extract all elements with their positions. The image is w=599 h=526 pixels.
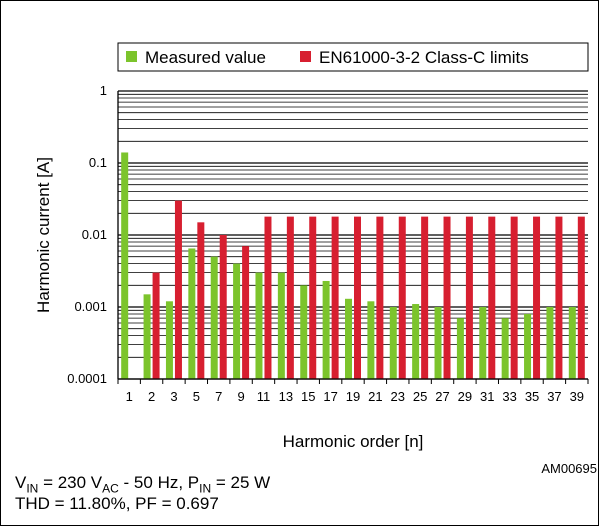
x-tick-label: 25: [413, 389, 427, 404]
legend-label-limits: EN61000-3-2 Class-C limits: [319, 48, 529, 67]
x-tick-label: 11: [257, 389, 271, 404]
bar-limit: [577, 216, 585, 379]
x-tick-label: 39: [570, 389, 584, 404]
bar-measured: [568, 307, 576, 379]
x-tick-label: 37: [547, 389, 561, 404]
legend-swatch-limits: [300, 51, 311, 62]
bar-measured: [524, 313, 532, 379]
bar-limit: [264, 216, 272, 379]
v-subscript: IN: [26, 481, 39, 496]
v-symbol: V: [15, 473, 27, 492]
bar-limit: [309, 216, 317, 379]
bar-measured: [345, 298, 352, 379]
y-tick-label: 0.1: [89, 155, 107, 170]
x-tick-label: 21: [368, 389, 382, 404]
bar-measured: [412, 304, 420, 379]
bar-limit: [533, 216, 541, 379]
x-tick-label: 5: [193, 389, 200, 404]
bar-measured: [121, 152, 129, 379]
bar-measured: [456, 318, 464, 379]
bar-measured: [277, 272, 285, 379]
x-tick-label: 3: [170, 389, 177, 404]
p-value: = 25 W: [211, 473, 271, 492]
bar-measured: [367, 301, 375, 379]
y-tick-label: 0.0001: [67, 371, 107, 386]
legend-label-measured: Measured value: [145, 48, 266, 67]
conditions-line-2: THD = 11.80%, PF = 0.697: [15, 494, 219, 513]
x-tick-label: 2: [148, 389, 155, 404]
bar-measured: [143, 294, 151, 379]
x-tick-label: 1: [126, 389, 133, 404]
bar-limit: [465, 216, 473, 379]
y-tick-label: 0.001: [74, 299, 107, 314]
axes: [117, 91, 589, 384]
freq-and-p-symbol: - 50 Hz, P: [118, 473, 200, 492]
x-tick-label: 35: [525, 389, 539, 404]
x-tick-label: 13: [279, 389, 293, 404]
x-tick-label: 29: [458, 389, 472, 404]
bar-measured: [233, 263, 241, 379]
legend-swatch-measured: [126, 51, 137, 62]
bar-measured: [546, 307, 554, 379]
legend-box: [117, 42, 589, 72]
bar-limit: [354, 216, 361, 379]
bar-limit: [510, 216, 518, 379]
bar-limit: [555, 216, 563, 379]
bar-measured: [300, 285, 308, 379]
x-tick-label: 9: [237, 389, 244, 404]
bar-measured: [434, 307, 442, 379]
legend: Measured value EN61000-3-2 Class-C limit…: [117, 42, 589, 72]
bar-limit: [331, 216, 339, 379]
bar-measured: [389, 307, 397, 379]
bar-limit: [219, 235, 227, 379]
bar-measured: [165, 301, 173, 379]
x-axis-title: Harmonic order [n]: [283, 432, 424, 451]
ac-subscript: AC: [102, 481, 119, 496]
bar-measured: [210, 256, 218, 379]
bar-measured: [322, 280, 330, 379]
bar-limit: [398, 216, 406, 379]
bar-limit: [443, 216, 451, 379]
x-tick-label: 33: [502, 389, 516, 404]
x-tick-label: 7: [215, 389, 222, 404]
bar-measured: [501, 318, 509, 379]
conditions-line-1: VIN = 230 VAC - 50 Hz, PIN = 25 W: [15, 473, 270, 498]
bar-limit: [286, 216, 294, 379]
y-tick-label: 1: [100, 83, 107, 98]
x-tick-label: 23: [391, 389, 405, 404]
bar-measured: [479, 307, 487, 379]
x-tick-label: 19: [346, 389, 360, 404]
x-tick-label: 31: [480, 389, 494, 404]
x-tick-label: 15: [301, 389, 315, 404]
x-tick-label: 27: [435, 389, 449, 404]
p-subscript: IN: [199, 481, 212, 496]
bar-limit: [421, 216, 429, 379]
x-tick-labels: 1 2 3 5 7 9 11 13 15 17 19 21 23 25 27 29 31 33 35 37 39: [126, 389, 584, 404]
bars: [121, 152, 585, 379]
y-tick-labels: 1 0.1 0.01 0.001 0.0001: [67, 83, 107, 386]
bar-limit: [152, 272, 160, 379]
bar-limit: [488, 216, 496, 379]
bar-limit: [197, 222, 205, 379]
x-tick-label: 17: [323, 389, 337, 404]
y-axis-title: Harmonic current [A]: [34, 157, 53, 313]
bar-measured: [255, 272, 263, 379]
y-tick-label: 0.01: [82, 227, 107, 242]
figure-code: AM00695: [541, 461, 597, 476]
v-value: = 230 V: [38, 473, 103, 492]
bar-limit: [174, 200, 182, 379]
bar-measured: [188, 248, 196, 379]
bar-limit: [242, 246, 250, 379]
bar-limit: [376, 216, 384, 379]
gridlines: [118, 90, 588, 380]
